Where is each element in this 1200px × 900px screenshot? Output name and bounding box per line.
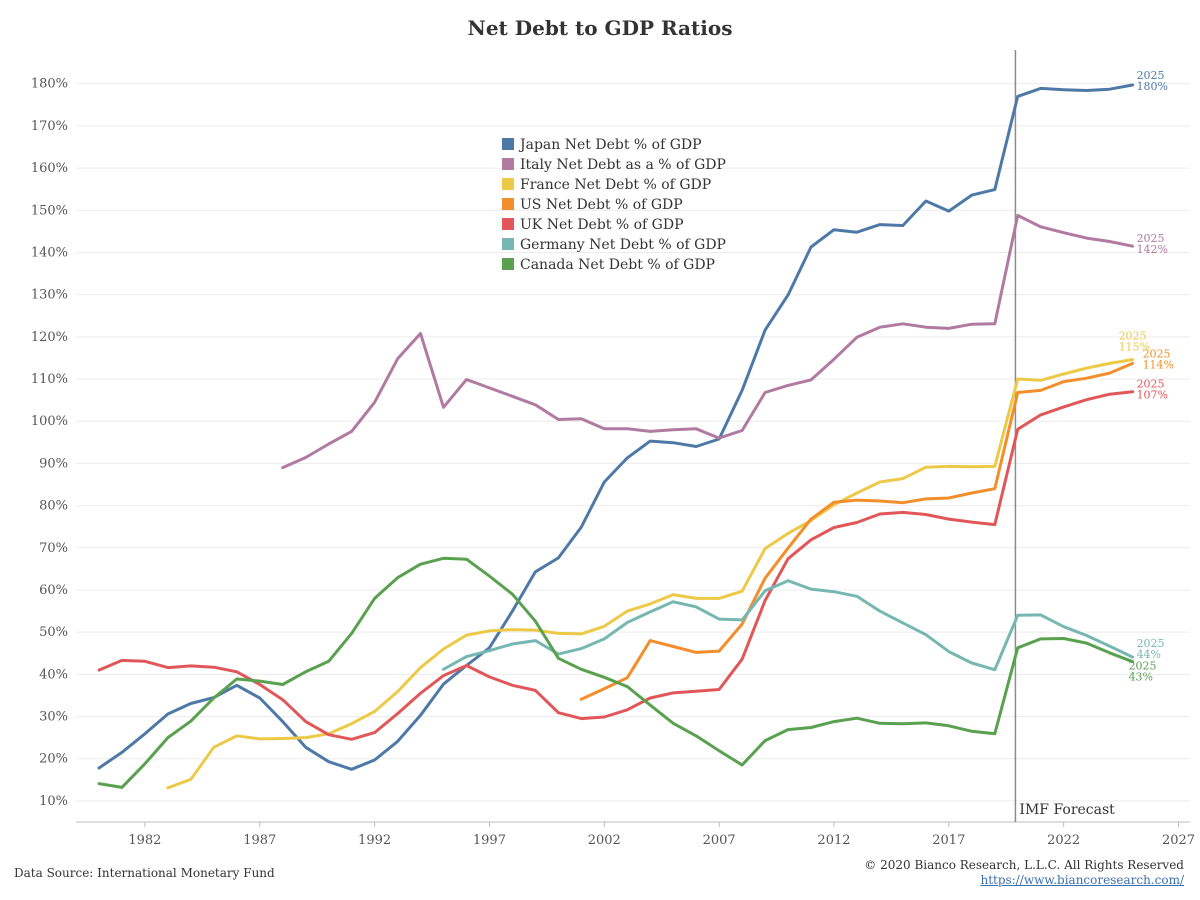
series-line: [442, 579, 1135, 672]
y-tick-label: 20%: [39, 752, 68, 767]
y-tick-label: 90%: [39, 456, 68, 471]
y-tick-label: 10%: [39, 794, 68, 809]
x-tick-label: 2002: [588, 833, 621, 848]
legend-label: France Net Debt % of GDP: [520, 177, 711, 193]
end-year-label: 2025: [1129, 660, 1157, 673]
forecast-label: IMF Forecast: [1019, 802, 1115, 818]
end-value-label: 180%: [1137, 80, 1168, 93]
end-year-label: 2025: [1137, 378, 1165, 391]
series-line: [579, 361, 1135, 701]
end-labels: 2025180%2025142%2025115%2025114%2025107%…: [1119, 69, 1174, 684]
legend-label: Germany Net Debt % of GDP: [520, 237, 726, 253]
x-tick-label: 2007: [703, 833, 736, 848]
legend-swatch: [502, 218, 514, 230]
legend-label: US Net Debt % of GDP: [520, 197, 683, 213]
y-tick-label: 100%: [31, 414, 68, 429]
y-tick-label: 140%: [31, 245, 68, 260]
axes: 10% 20% 30% 40% 50% 60% 70% 80% 90% 100% 110% 120% 1…: [31, 50, 1195, 848]
end-value-label: 142%: [1137, 243, 1168, 256]
series-line: [97, 83, 1135, 771]
x-tick-label: 2012: [817, 833, 850, 848]
legend-swatch: [502, 258, 514, 270]
legend-label: Canada Net Debt % of GDP: [520, 257, 715, 273]
legend-swatch: [502, 238, 514, 250]
series-line: [97, 390, 1135, 741]
gridlines: [76, 83, 1190, 802]
y-tick-label: 60%: [39, 583, 68, 598]
y-tick-label: 40%: [39, 667, 68, 682]
y-tick-label: 50%: [39, 625, 68, 640]
y-tick-label: 180%: [31, 77, 68, 92]
x-tick-label: 1987: [243, 833, 276, 848]
end-year-label: 2025: [1137, 232, 1165, 245]
x-tick-label: 1997: [473, 833, 506, 848]
legend-swatch: [502, 138, 514, 150]
copyright-text: © 2020 Bianco Research, L.L.C. All Right…: [864, 858, 1184, 872]
y-tick-label: 120%: [31, 330, 68, 345]
x-tick-label: 1982: [128, 833, 161, 848]
end-value-label: 43%: [1129, 671, 1153, 684]
legend: Japan Net Debt % of GDP Italy Net Debt as…: [502, 137, 726, 273]
series-lines: [97, 83, 1135, 790]
legend-swatch: [502, 198, 514, 210]
copyright-block: © 2020 Bianco Research, L.L.C. All Right…: [864, 858, 1184, 888]
end-value-label: 115%: [1119, 341, 1150, 354]
end-year-label: 2025: [1143, 347, 1171, 360]
series-line: [281, 213, 1135, 470]
end-value-label: 44%: [1137, 648, 1161, 661]
y-tick-label: 130%: [31, 288, 68, 303]
legend-swatch: [502, 178, 514, 190]
end-year-label: 2025: [1137, 637, 1165, 650]
series-line: [166, 358, 1135, 790]
end-value-label: 107%: [1137, 389, 1168, 402]
end-value-label: 114%: [1143, 358, 1174, 371]
y-tick-label: 80%: [39, 499, 68, 514]
series-line: [97, 556, 1135, 789]
y-tick-label: 150%: [31, 203, 68, 218]
end-year-label: 2025: [1137, 69, 1165, 82]
y-tick-label: 30%: [39, 710, 68, 725]
end-year-label: 2025: [1119, 330, 1147, 343]
x-tick-label: 1992: [358, 833, 391, 848]
legend-swatch: [502, 158, 514, 170]
chart-title: Net Debt to GDP Ratios: [467, 16, 733, 40]
data-source-note: Data Source: International Monetary Fund: [14, 866, 275, 880]
website-link[interactable]: https://www.biancoresearch.com/: [980, 873, 1184, 887]
legend-label: Japan Net Debt % of GDP: [518, 137, 702, 153]
legend-label: UK Net Debt % of GDP: [520, 217, 684, 233]
legend-label: Italy Net Debt as a % of GDP: [520, 157, 726, 173]
y-tick-label: 160%: [31, 161, 68, 176]
y-tick-label: 70%: [39, 541, 68, 556]
y-tick-label: 110%: [31, 372, 68, 387]
x-tick-label: 2027: [1162, 833, 1195, 848]
x-tick-label: 2017: [932, 833, 965, 848]
x-tick-label: 2022: [1047, 833, 1080, 848]
y-tick-label: 170%: [31, 119, 68, 134]
